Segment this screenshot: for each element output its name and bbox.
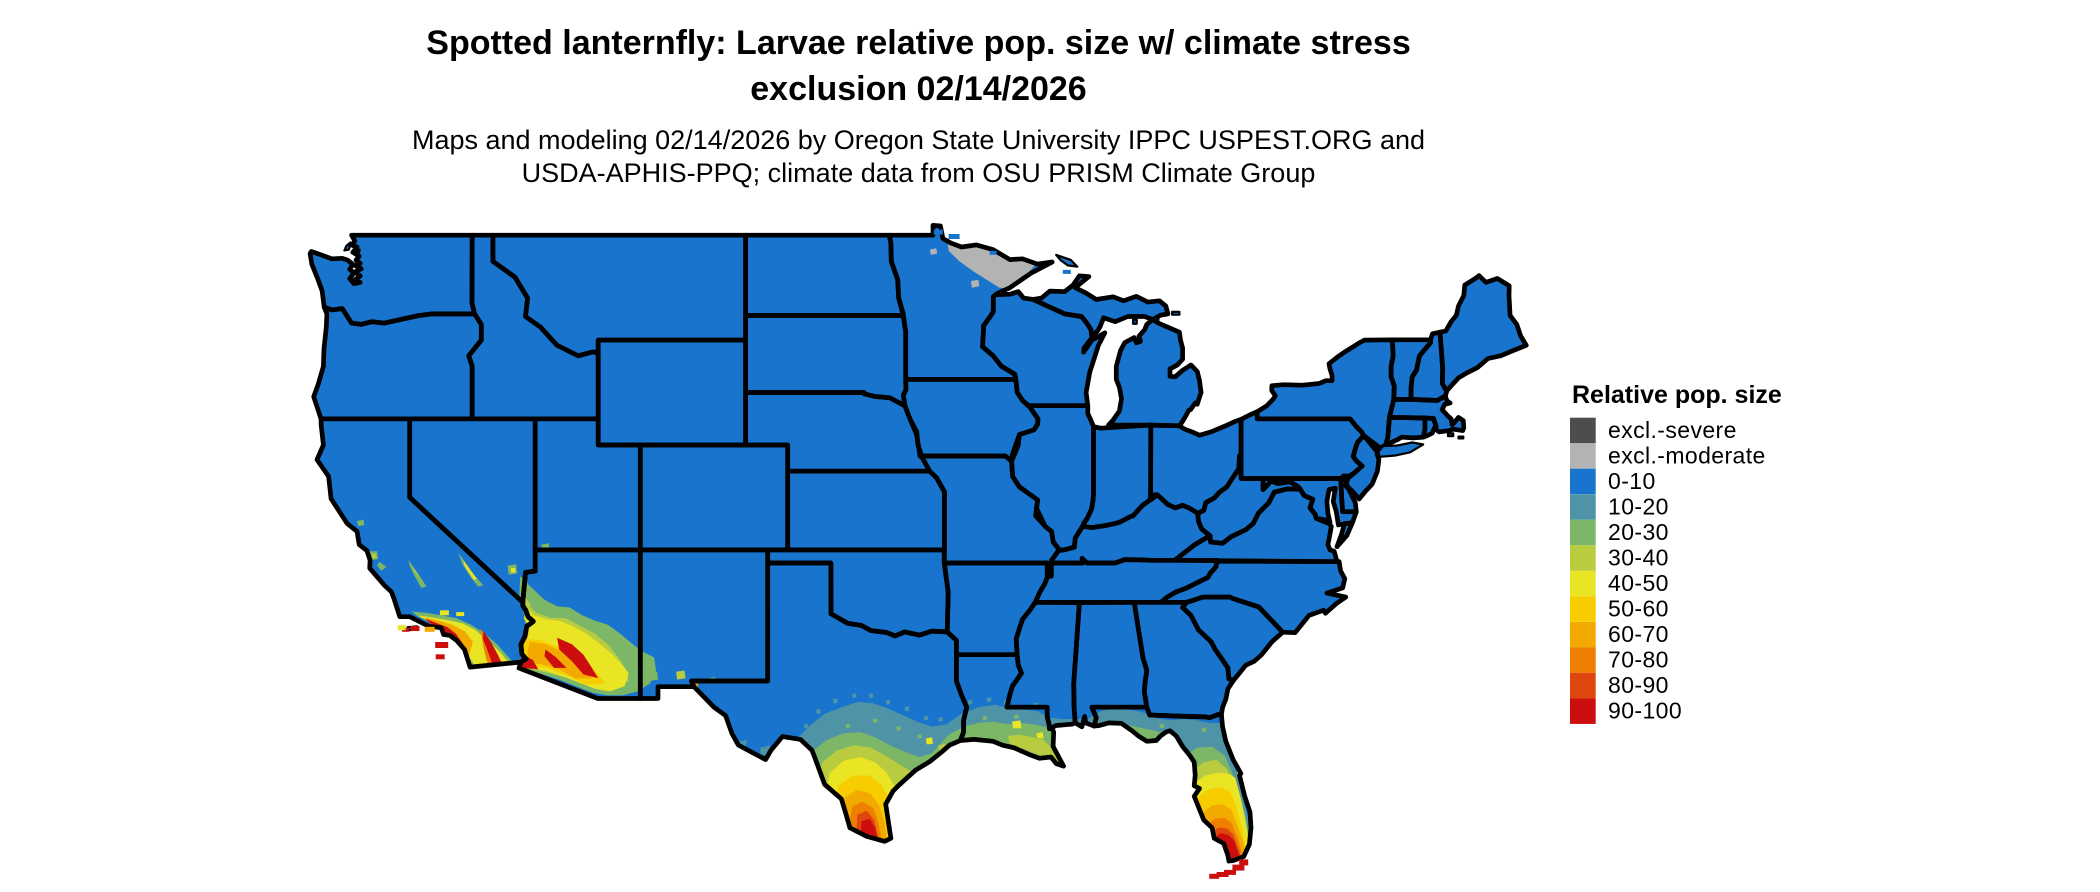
svg-text:90-100: 90-100: [1608, 698, 1682, 724]
svg-text:70-80: 70-80: [1608, 647, 1669, 673]
svg-text:40-50: 40-50: [1608, 570, 1669, 596]
svg-text:60-70: 60-70: [1608, 621, 1669, 647]
svg-text:30-40: 30-40: [1608, 545, 1669, 571]
svg-text:0-10: 0-10: [1608, 468, 1656, 494]
svg-text:Relative pop. size: Relative pop. size: [1572, 381, 1782, 409]
svg-text:excl.-moderate: excl.-moderate: [1608, 443, 1766, 469]
svg-text:50-60: 50-60: [1608, 596, 1669, 622]
svg-text:20-30: 20-30: [1608, 519, 1669, 545]
svg-text:80-90: 80-90: [1608, 672, 1669, 698]
svg-text:10-20: 10-20: [1608, 494, 1669, 520]
svg-text:excl.-severe: excl.-severe: [1608, 417, 1737, 443]
